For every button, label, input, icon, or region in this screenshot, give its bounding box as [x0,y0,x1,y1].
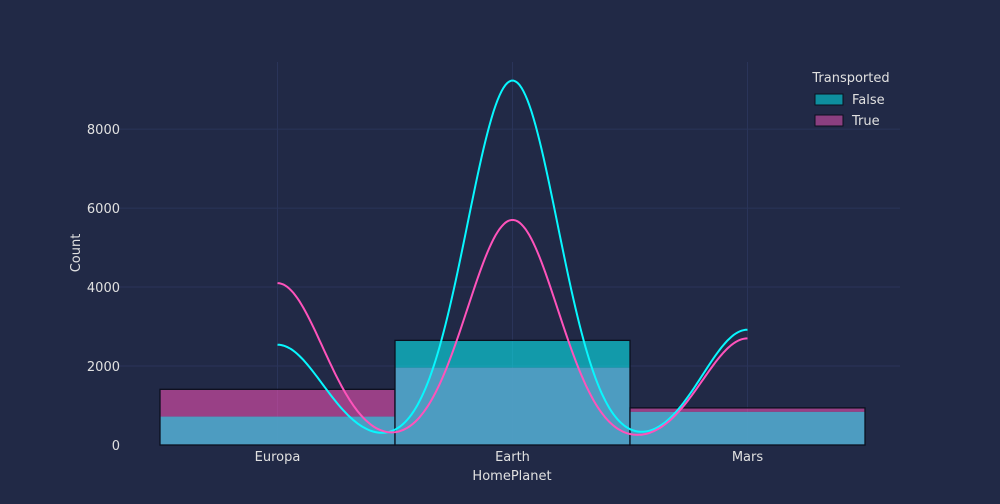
kde-curves [277,79,748,436]
x-tick-label: Earth [495,450,530,465]
legend-label: False [852,93,885,108]
kde-curve-false [277,79,748,434]
legend-swatch [814,93,844,106]
y-tick-label: 4000 [87,281,120,296]
legend-title: Transported [811,71,889,86]
bar-outline [629,407,866,446]
legend: Transported False True [811,71,889,129]
x-axis-label: HomePlanet [472,469,551,484]
grid [120,62,900,445]
legend-swatch [814,114,844,127]
bar-false [395,367,630,445]
bars [159,339,866,446]
y-tick-label: 0 [112,439,120,454]
y-tick-label: 8000 [87,123,120,138]
bar-true [395,340,630,368]
bar-outline [394,339,631,446]
y-tick-label: 2000 [87,360,120,375]
x-tick-label: Europa [255,450,301,465]
bar-false [630,411,865,445]
y-axis-label: Count [69,234,84,273]
bar-true [630,407,865,412]
y-tick-label: 6000 [87,202,120,217]
legend-label: True [851,114,880,129]
x-tick-label: Mars [732,450,764,465]
axes: 0 2000 4000 6000 8000 Europa Earth Mars [87,123,763,465]
kde-curve-true [277,219,748,436]
bar-false [160,416,395,445]
bar-true [160,389,395,417]
